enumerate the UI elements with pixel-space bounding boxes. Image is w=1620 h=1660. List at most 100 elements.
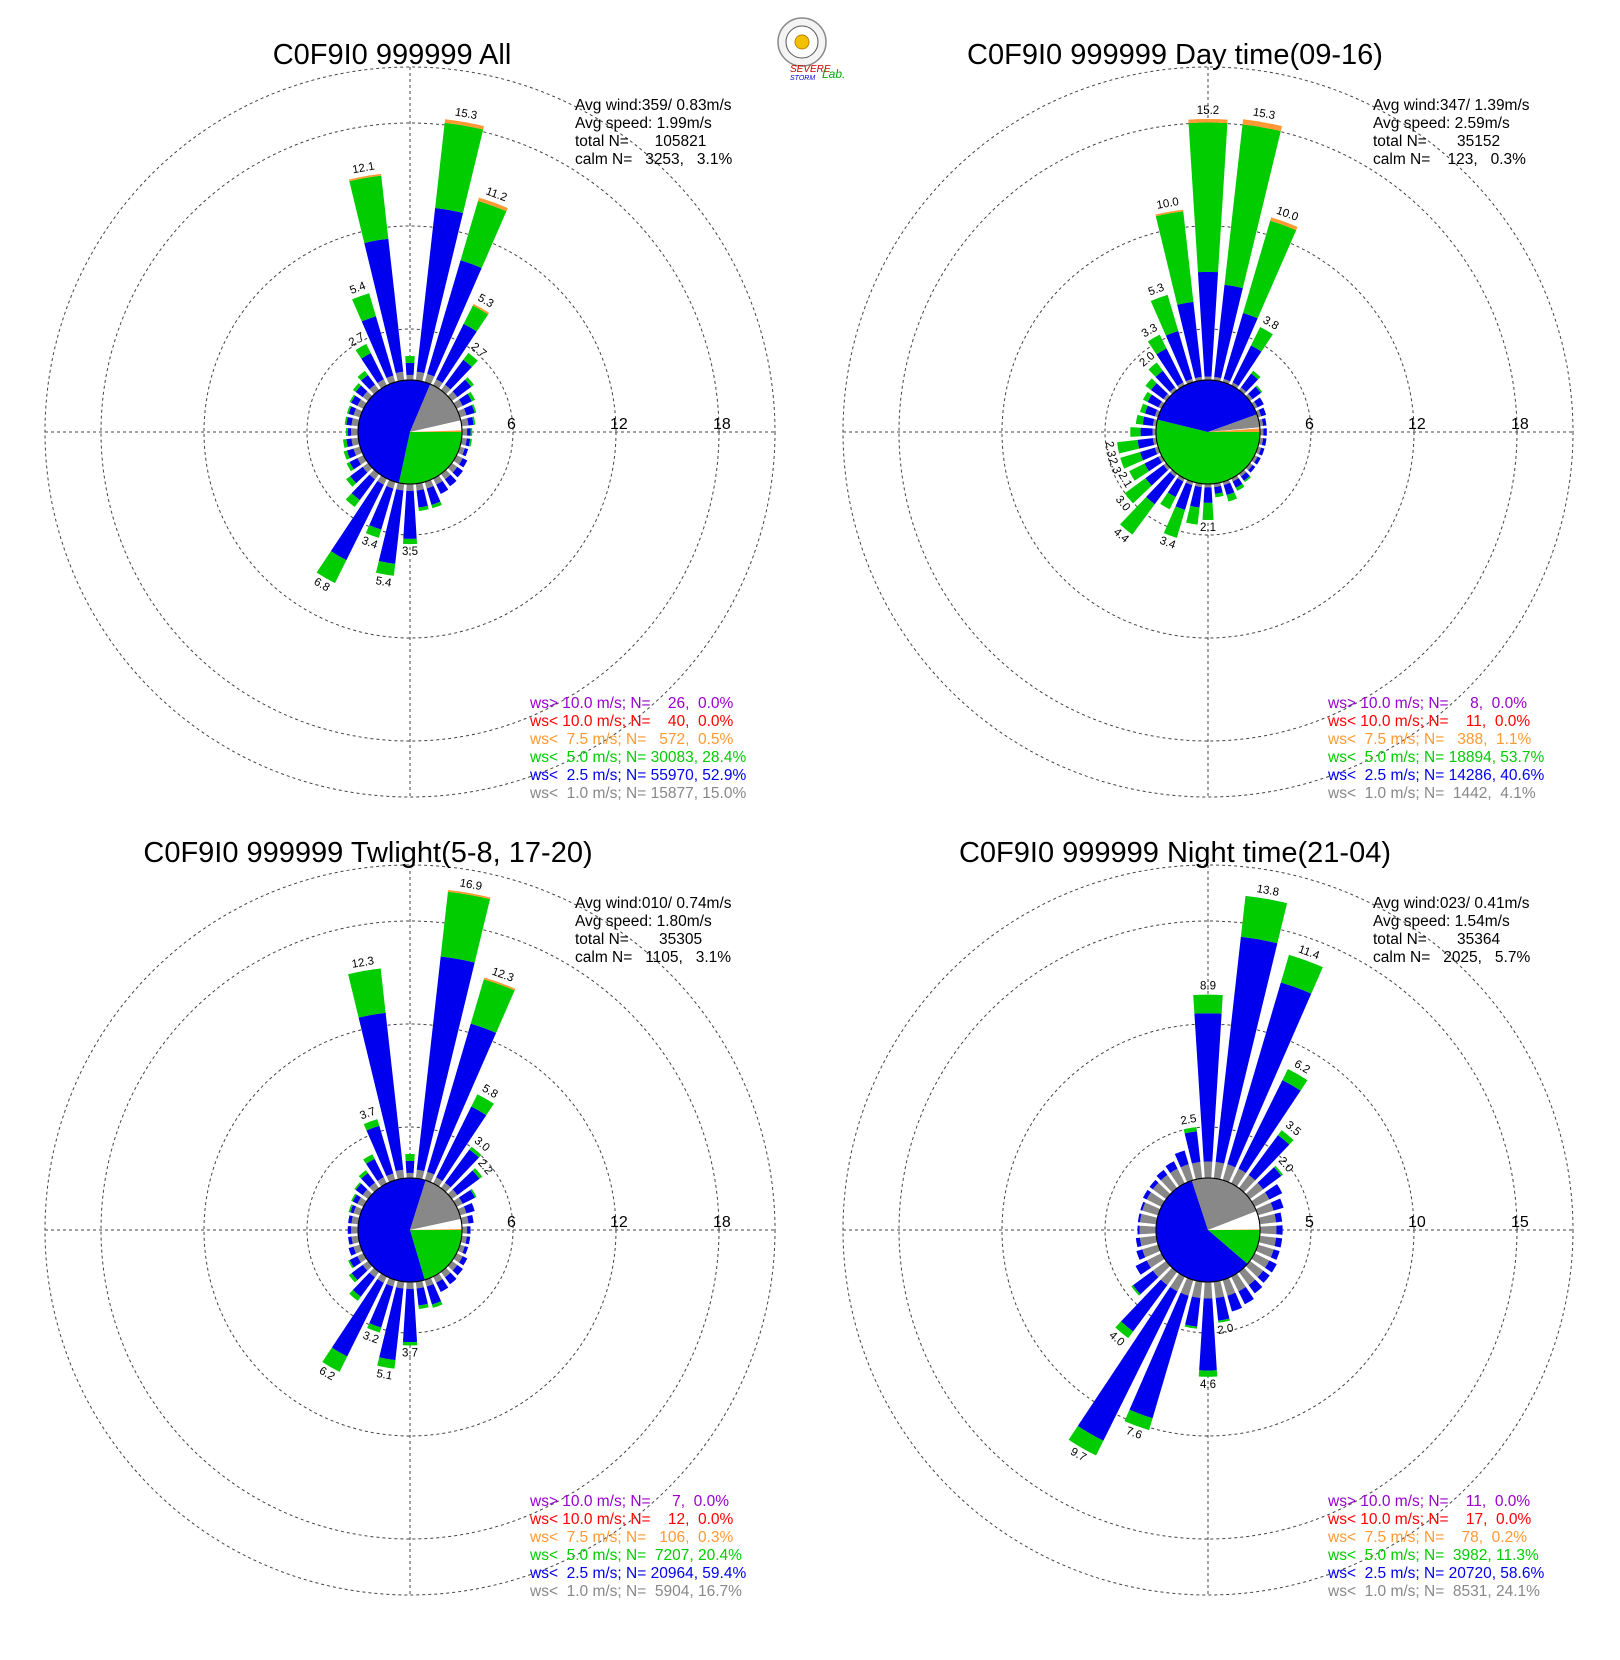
petal-260deg bbox=[348, 1235, 360, 1245]
petal-segment-gray bbox=[351, 428, 359, 436]
petal-80deg bbox=[460, 416, 476, 427]
pie-slice-blue bbox=[357, 1178, 426, 1283]
info-line: Avg wind:359/ 0.83m/s bbox=[575, 97, 732, 114]
petal-70deg bbox=[457, 1203, 475, 1216]
petal-segment-blue bbox=[1142, 416, 1155, 426]
ring-label: 10 bbox=[1408, 1214, 1426, 1231]
petal-segment-gray bbox=[460, 418, 469, 427]
petal-segment-blue bbox=[452, 379, 472, 398]
petal-segment-green bbox=[348, 1204, 353, 1213]
petal-0deg bbox=[1188, 119, 1228, 381]
petal-segment-orange bbox=[348, 173, 382, 182]
petal-segment-blue bbox=[1184, 1131, 1201, 1164]
petal-segment-blue bbox=[1156, 348, 1184, 386]
petal-segment-blue bbox=[452, 1264, 463, 1276]
petal-segment-gray bbox=[424, 1171, 435, 1183]
petal-value-label: 15.2 bbox=[1197, 105, 1219, 117]
petal-segment-blue bbox=[369, 485, 394, 530]
legend-entry: ws< 10.0 m/s; N= 12, 0.0% bbox=[529, 1511, 734, 1528]
petal-segment-orange bbox=[1242, 119, 1282, 132]
petal-segment-blue bbox=[1121, 1279, 1168, 1332]
pie-slice-orange bbox=[1208, 428, 1260, 432]
petal-segment-green bbox=[351, 1193, 357, 1202]
petal-segment-blue bbox=[1137, 1225, 1140, 1235]
legend-entry: ws< 5.0 m/s; N= 18894, 53.7% bbox=[1327, 749, 1544, 766]
petal-segment-gray bbox=[406, 1281, 414, 1289]
petal-segment-gray bbox=[1146, 1192, 1165, 1207]
petal-segment-blue bbox=[1270, 1249, 1280, 1260]
petal-segment-blue bbox=[1258, 407, 1267, 417]
ring-label: 12 bbox=[610, 416, 628, 433]
petal-220deg bbox=[349, 1267, 380, 1301]
petal-220deg bbox=[1115, 1267, 1178, 1339]
petal-10deg bbox=[415, 119, 484, 382]
petal-190deg bbox=[1184, 1280, 1203, 1329]
petal-segment-orange bbox=[1188, 119, 1228, 124]
petal-segment-blue bbox=[348, 1215, 353, 1224]
petal-segment-blue bbox=[1137, 1213, 1142, 1223]
petal-segment-blue bbox=[379, 1287, 404, 1361]
petal-segment-gray bbox=[406, 1172, 414, 1179]
petal-segment-gray bbox=[1251, 455, 1258, 463]
petal-segment-blue bbox=[436, 481, 449, 494]
petal-segment-blue bbox=[1144, 405, 1158, 417]
petal-segment-gray bbox=[457, 1206, 467, 1216]
pie-slice-green bbox=[398, 432, 462, 485]
petal-340deg bbox=[1150, 294, 1194, 385]
petal-140deg bbox=[1238, 1267, 1263, 1294]
petal-segment-blue bbox=[1240, 472, 1250, 481]
petal-310deg bbox=[1149, 1179, 1171, 1200]
petal-segment-blue bbox=[364, 238, 404, 374]
petal-20deg bbox=[424, 197, 508, 385]
petal-segment-gray bbox=[1222, 1164, 1236, 1183]
petal-value-label: 3.7 bbox=[402, 1348, 418, 1360]
petal-segment-blue bbox=[1174, 1150, 1189, 1168]
info-line: Avg wind:010/ 0.74m/s bbox=[575, 895, 732, 912]
petal-segment-blue bbox=[366, 1158, 384, 1181]
petal-segment-blue bbox=[1144, 456, 1162, 472]
petal-segment-blue bbox=[1257, 1270, 1270, 1283]
petal-segment-blue bbox=[1132, 1270, 1159, 1295]
petal-segment-blue bbox=[426, 1283, 442, 1305]
petal-segment-gray bbox=[460, 1235, 467, 1244]
petal-segment-green bbox=[470, 428, 473, 436]
petal-segment-blue bbox=[1129, 1292, 1189, 1419]
petal-segment-blue bbox=[463, 1203, 475, 1214]
petal-segment-green bbox=[1145, 378, 1157, 390]
petal-110deg bbox=[1255, 446, 1265, 456]
petal-segment-gray bbox=[457, 408, 467, 418]
petal-segment-gray bbox=[1170, 1168, 1185, 1187]
petal-segment-green bbox=[363, 1154, 375, 1164]
petal-value-label: 2.3 bbox=[1103, 440, 1118, 458]
petal-segment-blue bbox=[416, 956, 475, 1172]
petal-segment-gray bbox=[1163, 393, 1171, 402]
petal-segment-gray bbox=[1255, 446, 1262, 455]
petal-segment-blue bbox=[1150, 383, 1168, 400]
petal-segment-blue bbox=[348, 406, 357, 416]
petal-segment-green bbox=[1115, 1321, 1134, 1339]
petal-90deg bbox=[461, 1226, 471, 1234]
petal-segment-blue bbox=[366, 1125, 394, 1177]
petal-210deg bbox=[322, 1273, 387, 1372]
petal-segment-gray bbox=[1139, 1213, 1158, 1225]
petal-330deg bbox=[1147, 334, 1185, 389]
petal-160deg bbox=[424, 479, 442, 509]
petal-300deg bbox=[1142, 1189, 1165, 1207]
petal-segment-blue bbox=[1227, 1292, 1243, 1312]
petal-segment-gray bbox=[461, 1226, 468, 1234]
petal-segment-gray bbox=[1160, 1267, 1178, 1286]
info-line: total N= 35364 bbox=[1373, 931, 1500, 948]
petal-segment-blue bbox=[1248, 1279, 1263, 1294]
pie-slice-calm bbox=[410, 1218, 462, 1230]
petal-segment-green bbox=[1120, 497, 1155, 535]
petal-segment-green bbox=[355, 343, 371, 359]
info-line: Avg wind:347/ 1.39m/s bbox=[1373, 97, 1530, 114]
petal-250deg bbox=[348, 1244, 363, 1256]
petal-segment-blue bbox=[1137, 438, 1155, 449]
petal-segment-gray bbox=[386, 1277, 396, 1287]
petal-value-label: 3.5 bbox=[402, 546, 418, 558]
petal-130deg bbox=[1245, 1260, 1270, 1283]
petal-segment-blue bbox=[1227, 982, 1312, 1168]
petal-320deg bbox=[1148, 362, 1178, 395]
petal-segment-blue bbox=[1274, 1212, 1283, 1223]
